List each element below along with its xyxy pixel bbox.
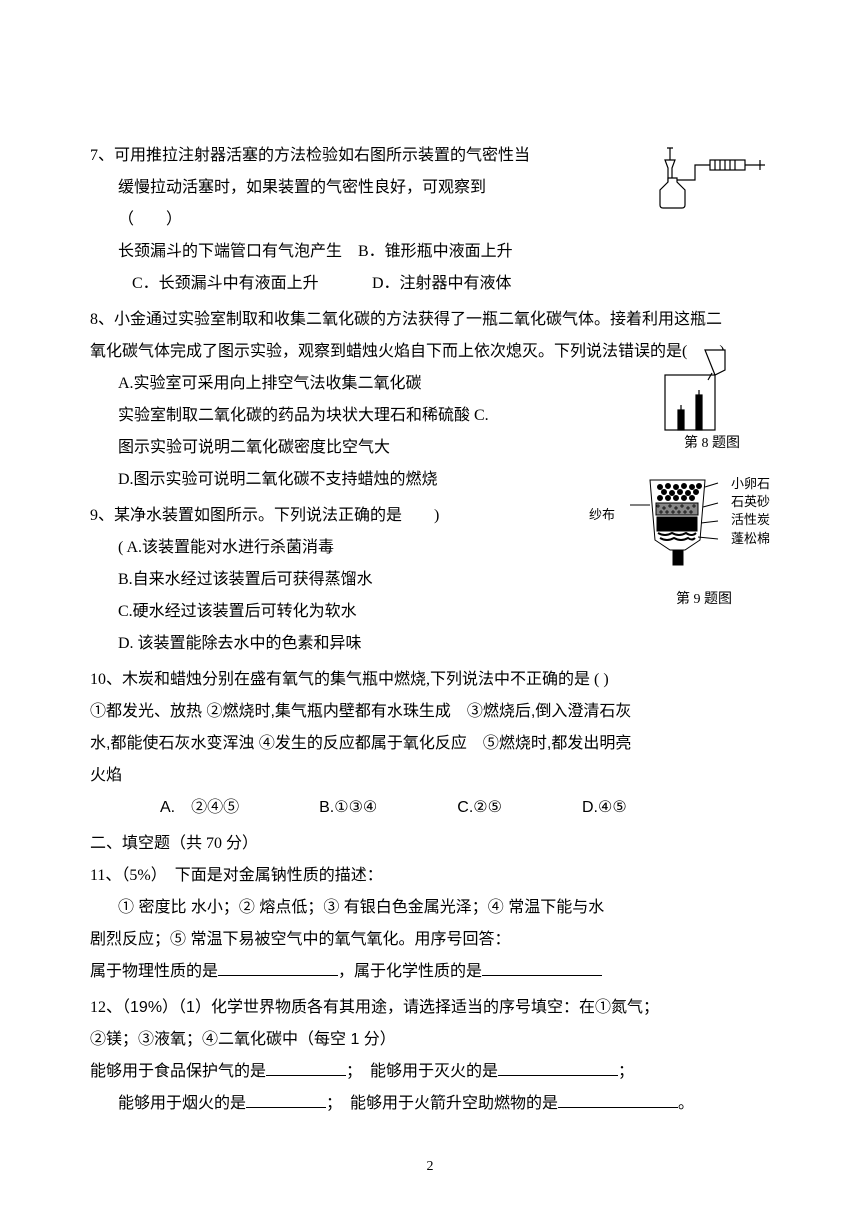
q12-fill4-label: 能够用于烟火的是 bbox=[118, 1095, 246, 1112]
q11-prefix: （5%） 下面是对金属钠性质的描述： bbox=[121, 867, 382, 884]
q10-opt-c: C.②⑤ bbox=[457, 792, 502, 824]
question-10: 10、木炭和蜡烛分别在盛有氧气的集气瓶中燃烧,下列说法中不正确的是 ( ) ①都… bbox=[90, 664, 770, 824]
q9-number: 9、 bbox=[90, 507, 114, 524]
q8-line1: 小金通过实验室制取和收集二氧化碳的方法获得了一瓶二氧化碳气体。接着利用这瓶二 bbox=[114, 311, 722, 328]
q11-blank-chemical[interactable] bbox=[482, 956, 602, 976]
section-2-header: 二、填空题（共 70 分） bbox=[90, 828, 770, 860]
question-11: 11、（5%） 下面是对金属钠性质的描述： ① 密度比 水小；② 熔点低；③ 有… bbox=[90, 860, 770, 988]
q11-body2: 剧烈反应；⑤ 常温下易被空气中的氧气氧化。用序号回答： bbox=[90, 924, 770, 956]
q12-prefix: （19%）（1）化学世界物质各有其用途，请选择适当的序号填空：在①氮气； bbox=[122, 999, 659, 1016]
q9-stem: 某净水装置如图所示。下列说法正确的是 ) bbox=[114, 507, 439, 524]
page-number: 2 bbox=[427, 1153, 434, 1181]
q9-opt-c: C.硬水经过该装置后可转化为软水 bbox=[90, 596, 770, 628]
q10-opt-a: A. ②④⑤ bbox=[160, 792, 239, 824]
q8-opt-b2: 图示实验可说明二氧化碳密度比空气大 bbox=[90, 432, 770, 464]
q7-opt-d: D．注射器中有液体 bbox=[372, 268, 512, 300]
figure-q9-gauze-label: 纱布 bbox=[589, 502, 615, 528]
q9-opt-d: D. 该装置能除去水中的色素和异味 bbox=[90, 628, 770, 660]
q10-stem: 木炭和蜡烛分别在盛有氧气的集气瓶中燃烧,下列说法中不正确的是 ( ) bbox=[122, 671, 609, 688]
ann-pebble: 小卵石 bbox=[731, 475, 770, 493]
figure-q7-apparatus bbox=[655, 140, 770, 210]
q10-opt-d: D.④⑤ bbox=[582, 792, 627, 824]
q10-body3: 火焰 bbox=[90, 760, 770, 792]
q12-fill1-label: 能够用于食品保护气的是 bbox=[90, 1063, 266, 1080]
q7-opt-c: C．长颈漏斗中有液面上升 bbox=[132, 268, 372, 300]
q12-number: 12、 bbox=[90, 999, 122, 1016]
ann-quartz: 石英砂 bbox=[731, 493, 770, 511]
q8-number: 8、 bbox=[90, 311, 114, 328]
q7-line1: 可用推拉注射器活塞的方法检验如右图所示装置的气密性当 bbox=[114, 147, 530, 164]
q12-fill5-label: ； 能够用于火箭升空助燃物的是 bbox=[326, 1095, 558, 1112]
figure-q8-candles bbox=[650, 345, 730, 435]
figure-q9-label: 第 9 题图 bbox=[676, 586, 732, 614]
q11-body1: ① 密度比 水小；② 熔点低；③ 有银白色金属光泽；④ 常温下能与水 bbox=[90, 892, 770, 924]
q10-body1: ①都发光、放热 ②燃烧时,集气瓶内壁都有水珠生成 ③燃烧后,倒入澄清石灰 bbox=[90, 696, 770, 728]
figure-q8-label: 第 8 题图 bbox=[684, 430, 740, 458]
q10-number: 10、 bbox=[90, 671, 122, 688]
q12-blank-2[interactable] bbox=[498, 1056, 618, 1076]
q12-blank-1[interactable] bbox=[266, 1056, 346, 1076]
q11-fill1-label: 属于物理性质的是 bbox=[90, 963, 218, 980]
q7-opt-b: B．锥形瓶中液面上升 bbox=[358, 236, 513, 268]
ann-cotton: 蓬松棉 bbox=[731, 530, 770, 548]
figure-q9-filter bbox=[610, 475, 750, 575]
question-12: 12、（19%）（1）化学世界物质各有其用途，请选择适当的序号填空：在①氮气； … bbox=[90, 992, 770, 1120]
q12-fill6: 。 bbox=[678, 1095, 694, 1112]
q12-blank-3[interactable] bbox=[246, 1088, 326, 1108]
q7-opt-a: 长颈漏斗的下端管口有气泡产生 bbox=[118, 236, 358, 268]
q10-body2: 水,都能使石灰水变浑浊 ④发生的反应都属于氧化反应 ⑤燃烧时,都发出明亮 bbox=[90, 728, 770, 760]
q7-number: 7、 bbox=[90, 147, 114, 164]
q10-opt-b: B.①③④ bbox=[319, 792, 377, 824]
q11-blank-physical[interactable] bbox=[218, 956, 338, 976]
ann-carbon: 活性炭 bbox=[731, 511, 770, 529]
q11-number: 11、 bbox=[90, 867, 121, 884]
figure-q9-annotations: 小卵石 石英砂 活性炭 蓬松棉 bbox=[731, 475, 770, 548]
q12-fill3: ； bbox=[618, 1063, 634, 1080]
q12-line2: ②镁；③液氧；④二氧化碳中（每空 1 分） bbox=[90, 1024, 770, 1056]
q11-fill2-label: ，属于化学性质的是 bbox=[338, 963, 482, 980]
q12-blank-4[interactable] bbox=[558, 1088, 678, 1108]
q12-fill2-label: ； 能够用于灭火的是 bbox=[346, 1063, 498, 1080]
